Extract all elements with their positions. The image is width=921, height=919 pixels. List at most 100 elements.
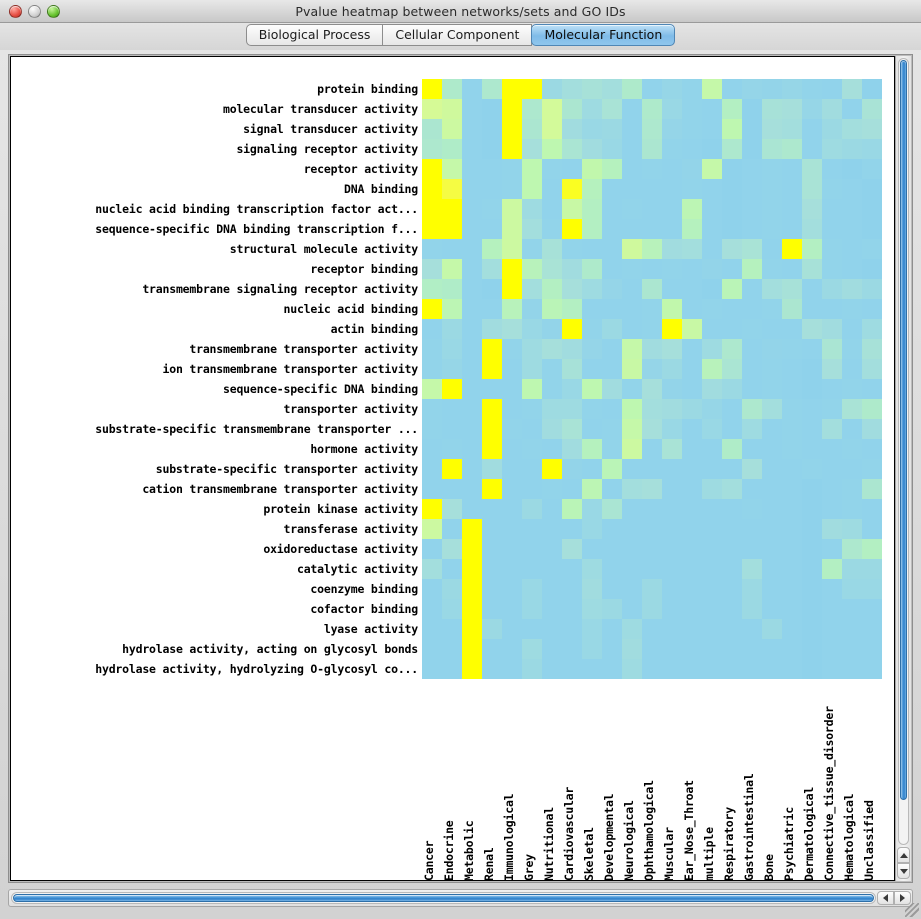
heatmap-cell[interactable] bbox=[462, 279, 482, 299]
heatmap-cell[interactable] bbox=[782, 339, 802, 359]
heatmap-cell[interactable] bbox=[662, 399, 682, 419]
heatmap-cell[interactable] bbox=[542, 359, 562, 379]
heatmap-cell[interactable] bbox=[802, 619, 822, 639]
heatmap-cell[interactable] bbox=[762, 299, 782, 319]
heatmap-cell[interactable] bbox=[682, 299, 702, 319]
heatmap-cell[interactable] bbox=[642, 459, 662, 479]
heatmap-cell[interactable] bbox=[702, 99, 722, 119]
heatmap-cell[interactable] bbox=[762, 599, 782, 619]
heatmap-cell[interactable] bbox=[802, 279, 822, 299]
heatmap-cell[interactable] bbox=[582, 199, 602, 219]
heatmap-cell[interactable] bbox=[742, 659, 762, 679]
heatmap-cell[interactable] bbox=[682, 379, 702, 399]
heatmap-cell[interactable] bbox=[442, 79, 462, 99]
heatmap-cell[interactable] bbox=[482, 519, 502, 539]
heatmap-cell[interactable] bbox=[742, 419, 762, 439]
heatmap-cell[interactable] bbox=[422, 299, 442, 319]
heatmap-cell[interactable] bbox=[662, 79, 682, 99]
heatmap-cell[interactable] bbox=[622, 479, 642, 499]
heatmap-cell[interactable] bbox=[522, 599, 542, 619]
heatmap-cell[interactable] bbox=[562, 499, 582, 519]
heatmap-cell[interactable] bbox=[602, 419, 622, 439]
heatmap-cell[interactable] bbox=[722, 259, 742, 279]
heatmap-cell[interactable] bbox=[582, 639, 602, 659]
heatmap-cell[interactable] bbox=[482, 559, 502, 579]
heatmap-cell[interactable] bbox=[562, 599, 582, 619]
heatmap-cell[interactable] bbox=[642, 119, 662, 139]
heatmap-cell[interactable] bbox=[702, 559, 722, 579]
heatmap-cell[interactable] bbox=[862, 279, 882, 299]
heatmap-cell[interactable] bbox=[662, 479, 682, 499]
heatmap-cell[interactable] bbox=[722, 559, 742, 579]
heatmap-cell[interactable] bbox=[642, 639, 662, 659]
heatmap-cell[interactable] bbox=[782, 299, 802, 319]
heatmap-cell[interactable] bbox=[502, 639, 522, 659]
heatmap-cell[interactable] bbox=[802, 119, 822, 139]
heatmap-cell[interactable] bbox=[582, 279, 602, 299]
heatmap-cell[interactable] bbox=[642, 79, 662, 99]
heatmap-cell[interactable] bbox=[522, 119, 542, 139]
heatmap-cell[interactable] bbox=[462, 259, 482, 279]
heatmap-cell[interactable] bbox=[862, 499, 882, 519]
heatmap-cell[interactable] bbox=[522, 139, 542, 159]
heatmap-cell[interactable] bbox=[582, 539, 602, 559]
heatmap-cell[interactable] bbox=[422, 219, 442, 239]
heatmap-cell[interactable] bbox=[802, 559, 822, 579]
heatmap-cell[interactable] bbox=[622, 399, 642, 419]
heatmap-cell[interactable] bbox=[542, 599, 562, 619]
heatmap-cell[interactable] bbox=[702, 359, 722, 379]
heatmap-cell[interactable] bbox=[582, 239, 602, 259]
heatmap-cell[interactable] bbox=[422, 559, 442, 579]
tab-biological-process[interactable]: Biological Process bbox=[245, 24, 384, 46]
heatmap-cell[interactable] bbox=[542, 79, 562, 99]
heatmap-cell[interactable] bbox=[862, 179, 882, 199]
heatmap-cell[interactable] bbox=[682, 99, 702, 119]
heatmap-cell[interactable] bbox=[762, 259, 782, 279]
heatmap-cell[interactable] bbox=[702, 459, 722, 479]
heatmap-cell[interactable] bbox=[842, 199, 862, 219]
heatmap-cell[interactable] bbox=[682, 179, 702, 199]
heatmap-cell[interactable] bbox=[762, 539, 782, 559]
heatmap-cell[interactable] bbox=[642, 539, 662, 559]
heatmap-cell[interactable] bbox=[662, 99, 682, 119]
heatmap-cell[interactable] bbox=[822, 519, 842, 539]
heatmap-cell[interactable] bbox=[802, 379, 822, 399]
heatmap-cell[interactable] bbox=[462, 639, 482, 659]
heatmap-cell[interactable] bbox=[762, 459, 782, 479]
heatmap-cell[interactable] bbox=[822, 79, 842, 99]
heatmap-cell[interactable] bbox=[762, 159, 782, 179]
heatmap-cell[interactable] bbox=[722, 99, 742, 119]
tab-molecular-function[interactable]: Molecular Function bbox=[531, 24, 676, 46]
heatmap-cell[interactable] bbox=[482, 339, 502, 359]
heatmap-cell[interactable] bbox=[542, 99, 562, 119]
heatmap-cell[interactable] bbox=[502, 499, 522, 519]
heatmap-cell[interactable] bbox=[482, 439, 502, 459]
heatmap-cell[interactable] bbox=[702, 239, 722, 259]
heatmap-cell[interactable] bbox=[582, 619, 602, 639]
heatmap-cell[interactable] bbox=[422, 359, 442, 379]
heatmap-cell[interactable] bbox=[722, 359, 742, 379]
heatmap-cell[interactable] bbox=[482, 79, 502, 99]
heatmap-cell[interactable] bbox=[482, 459, 502, 479]
heatmap-cell[interactable] bbox=[842, 259, 862, 279]
heatmap-cell[interactable] bbox=[622, 379, 642, 399]
heatmap-cell[interactable] bbox=[682, 559, 702, 579]
heatmap-cell[interactable] bbox=[822, 239, 842, 259]
heatmap-cell[interactable] bbox=[562, 279, 582, 299]
close-button[interactable] bbox=[9, 4, 22, 18]
heatmap-cell[interactable] bbox=[842, 139, 862, 159]
heatmap-cell[interactable] bbox=[622, 659, 642, 679]
heatmap-cell[interactable] bbox=[422, 179, 442, 199]
heatmap-cell[interactable] bbox=[482, 99, 502, 119]
heatmap-cell[interactable] bbox=[422, 199, 442, 219]
heatmap-cell[interactable] bbox=[842, 399, 862, 419]
heatmap-cell[interactable] bbox=[662, 559, 682, 579]
heatmap-cell[interactable] bbox=[822, 479, 842, 499]
heatmap-cell[interactable] bbox=[562, 659, 582, 679]
heatmap-viewport[interactable]: protein binding molecular transducer acti… bbox=[10, 56, 895, 881]
heatmap-cell[interactable] bbox=[722, 519, 742, 539]
heatmap-cell[interactable] bbox=[622, 339, 642, 359]
heatmap-cell[interactable] bbox=[602, 219, 622, 239]
heatmap-cell[interactable] bbox=[442, 179, 462, 199]
heatmap-cell[interactable] bbox=[802, 539, 822, 559]
